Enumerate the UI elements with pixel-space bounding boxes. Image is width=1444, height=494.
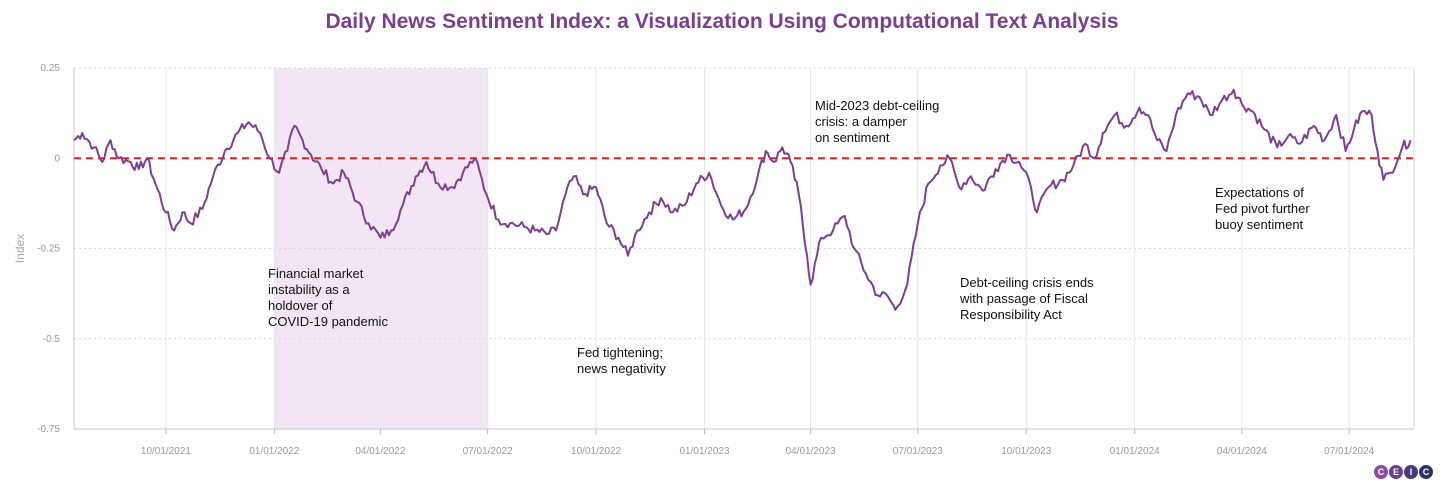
annotation-line: buoy sentiment — [1215, 217, 1304, 232]
x-tick-label: 10/01/2021 — [141, 446, 191, 457]
logo-letter: E — [1389, 465, 1403, 479]
annotation-line: on sentiment — [815, 130, 890, 145]
annotation-line: Fed tightening; — [577, 345, 663, 360]
annotation-line: Responsibility Act — [960, 307, 1062, 322]
x-tick-label: 10/01/2023 — [1001, 446, 1051, 457]
y-tick-label: -0.75 — [37, 424, 60, 435]
sentiment-series-line — [73, 88, 1412, 311]
x-tick-label: 04/01/2023 — [786, 446, 836, 457]
x-tick-label: 07/01/2024 — [1324, 446, 1374, 457]
logo-letter: I — [1404, 465, 1418, 479]
annotation-fed-tightening: Fed tightening;news negativity — [577, 345, 666, 376]
series-layer — [73, 88, 1412, 311]
y-tick-label: -0.5 — [43, 334, 61, 345]
grid-layer — [74, 67, 1414, 430]
annotation-line: holdover of — [268, 298, 333, 313]
axis-layer: 0.25 0 -0.25 -0.5 -0.75 10/01/2021 01/01/2022 0… — [13, 63, 1415, 457]
annotation-line: Financial market — [268, 266, 364, 281]
x-tick-label: 01/01/2022 — [249, 446, 299, 457]
annotation-line: Expectations of — [1215, 185, 1304, 200]
x-tick-label: 07/01/2022 — [463, 446, 513, 457]
logo-letter: C — [1419, 465, 1433, 479]
x-tick-label: 01/01/2024 — [1110, 446, 1160, 457]
annotation-line: with passage of Fiscal — [959, 291, 1088, 306]
annotation-line: Fed pivot further — [1215, 201, 1310, 216]
y-tick-label: 0 — [54, 153, 60, 164]
x-tick-label: 04/01/2024 — [1217, 446, 1267, 457]
annotation-line: Mid-2023 debt-ceiling — [815, 98, 939, 113]
annotation-line: crisis: a damper — [815, 114, 907, 129]
annotation-line: news negativity — [577, 361, 666, 376]
logo-letter: C — [1374, 465, 1388, 479]
y-tick-label: 0.25 — [41, 63, 61, 74]
annotation-line: COVID-19 pandemic — [268, 314, 388, 329]
annotation-line: Debt-ceiling crisis ends — [960, 275, 1094, 290]
y-axis-title: Index — [13, 234, 27, 263]
x-tick-label: 07/01/2023 — [893, 446, 943, 457]
x-tick-label: 04/01/2022 — [355, 446, 405, 457]
x-tick-label: 01/01/2023 — [679, 446, 729, 457]
chart-title: Daily News Sentiment Index: a Visualizat… — [325, 10, 1119, 33]
annotation-line: instability as a — [268, 282, 350, 297]
y-tick-label: -0.25 — [37, 244, 60, 255]
x-tick-label: 10/01/2022 — [571, 446, 621, 457]
